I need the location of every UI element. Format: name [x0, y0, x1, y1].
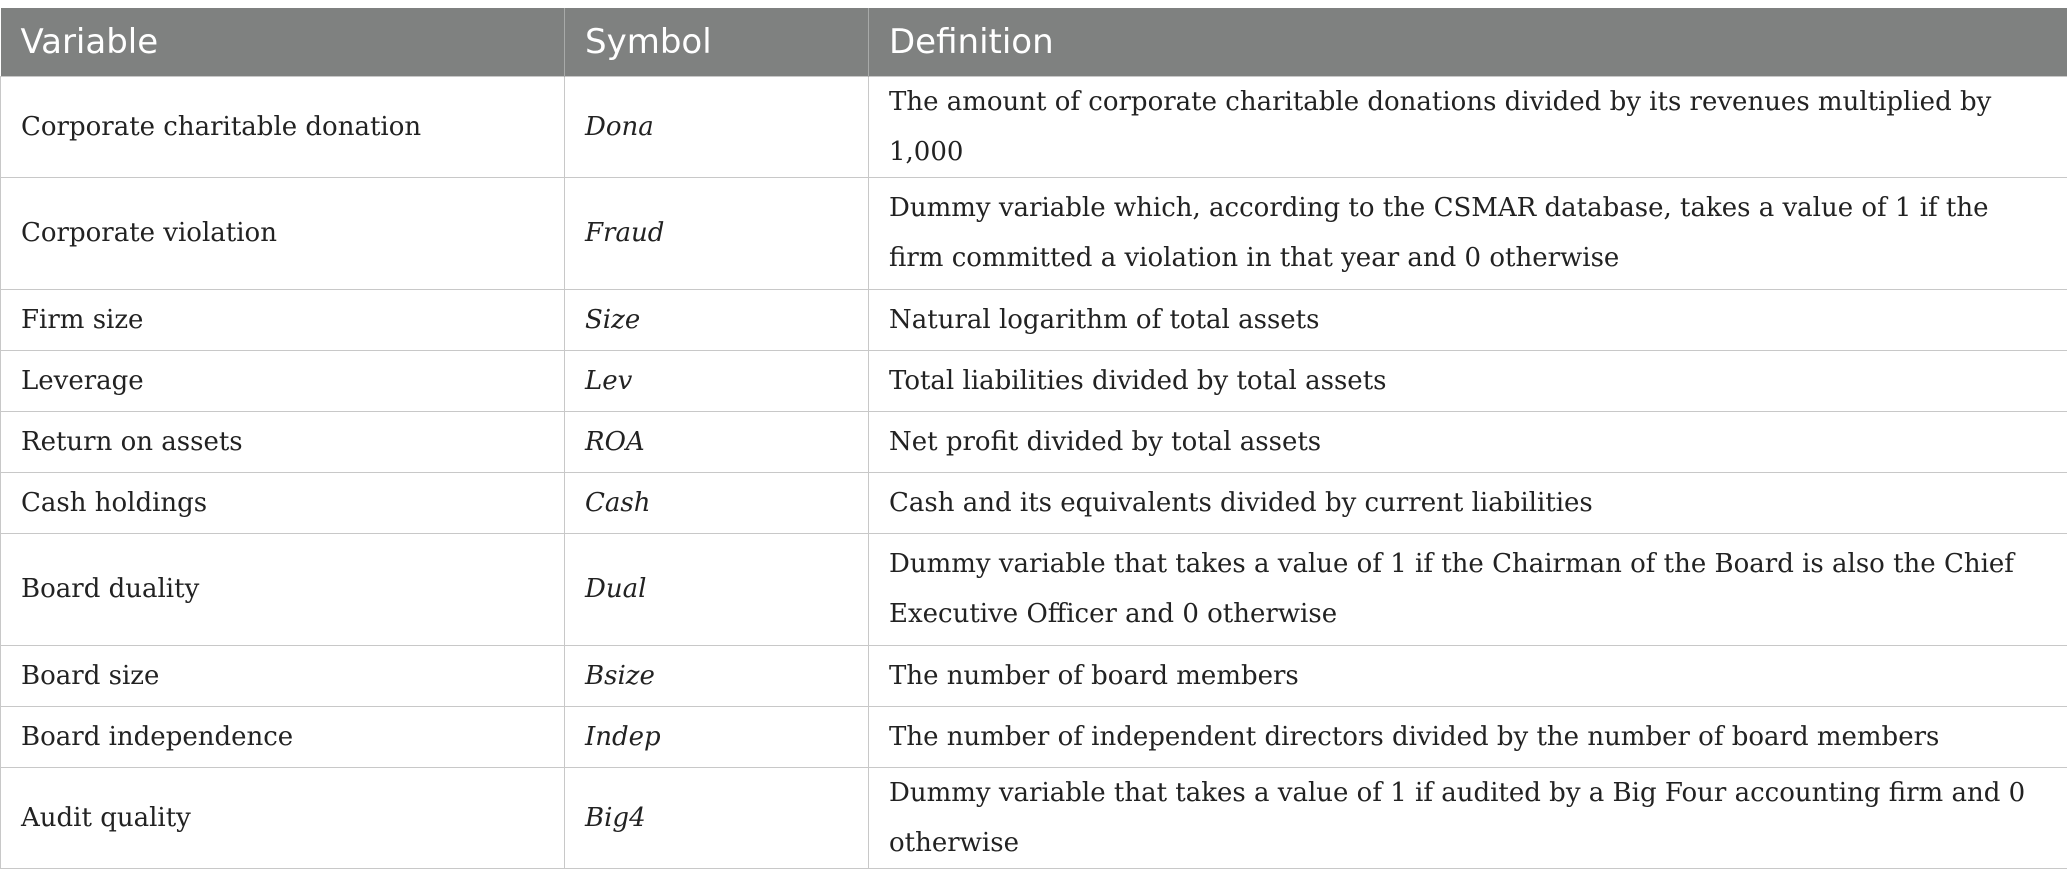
variable-definitions-table: Variable Symbol Definition Corporate cha… — [0, 8, 2067, 869]
variable-definitions-table-container: Variable Symbol Definition Corporate cha… — [0, 8, 2067, 869]
cell-variable: Board size — [1, 645, 565, 706]
cell-definition: The number of independent directors divi… — [869, 706, 2067, 767]
table-row: Board size Bsize The number of board mem… — [1, 645, 2067, 706]
table-row: Board independence Indep The number of i… — [1, 706, 2067, 767]
table-row: Leverage Lev Total liabilities divided b… — [1, 350, 2067, 411]
cell-definition: The amount of corporate charitable donat… — [869, 76, 2067, 177]
table-row: Board duality Dual Dummy variable that t… — [1, 533, 2067, 645]
header-symbol: Symbol — [565, 8, 869, 76]
cell-symbol: Bsize — [565, 645, 869, 706]
cell-definition: Natural logarithm of total assets — [869, 289, 2067, 350]
cell-variable: Audit quality — [1, 767, 565, 868]
table-row: Return on assets ROA Net profit divided … — [1, 411, 2067, 472]
cell-definition: Dummy variable which, according to the C… — [869, 177, 2067, 289]
cell-symbol: Dual — [565, 533, 869, 645]
cell-variable: Firm size — [1, 289, 565, 350]
cell-symbol: Big4 — [565, 767, 869, 868]
cell-variable: Cash holdings — [1, 472, 565, 533]
cell-symbol: Size — [565, 289, 869, 350]
header-row: Variable Symbol Definition — [1, 8, 2067, 76]
table-header: Variable Symbol Definition — [1, 8, 2067, 76]
table-row: Cash holdings Cash Cash and its equivale… — [1, 472, 2067, 533]
cell-symbol: Fraud — [565, 177, 869, 289]
cell-symbol: Cash — [565, 472, 869, 533]
table-row: Audit quality Big4 Dummy variable that t… — [1, 767, 2067, 868]
table-body: Corporate charitable donation Dona The a… — [1, 76, 2067, 868]
cell-symbol: Indep — [565, 706, 869, 767]
cell-variable: Corporate charitable donation — [1, 76, 565, 177]
table-row: Corporate charitable donation Dona The a… — [1, 76, 2067, 177]
cell-variable: Return on assets — [1, 411, 565, 472]
cell-variable: Board independence — [1, 706, 565, 767]
cell-definition: Dummy variable that takes a value of 1 i… — [869, 767, 2067, 868]
cell-symbol: Dona — [565, 76, 869, 177]
cell-definition: Dummy variable that takes a value of 1 i… — [869, 533, 2067, 645]
cell-definition: Cash and its equivalents divided by curr… — [869, 472, 2067, 533]
cell-definition: Net profit divided by total assets — [869, 411, 2067, 472]
header-definition: Definition — [869, 8, 2067, 76]
cell-variable: Board duality — [1, 533, 565, 645]
cell-definition: The number of board members — [869, 645, 2067, 706]
cell-variable: Leverage — [1, 350, 565, 411]
cell-symbol: Lev — [565, 350, 869, 411]
cell-definition: Total liabilities divided by total asset… — [869, 350, 2067, 411]
table-row: Corporate violation Fraud Dummy variable… — [1, 177, 2067, 289]
table-row: Firm size Size Natural logarithm of tota… — [1, 289, 2067, 350]
cell-variable: Corporate violation — [1, 177, 565, 289]
header-variable: Variable — [1, 8, 565, 76]
cell-symbol: ROA — [565, 411, 869, 472]
